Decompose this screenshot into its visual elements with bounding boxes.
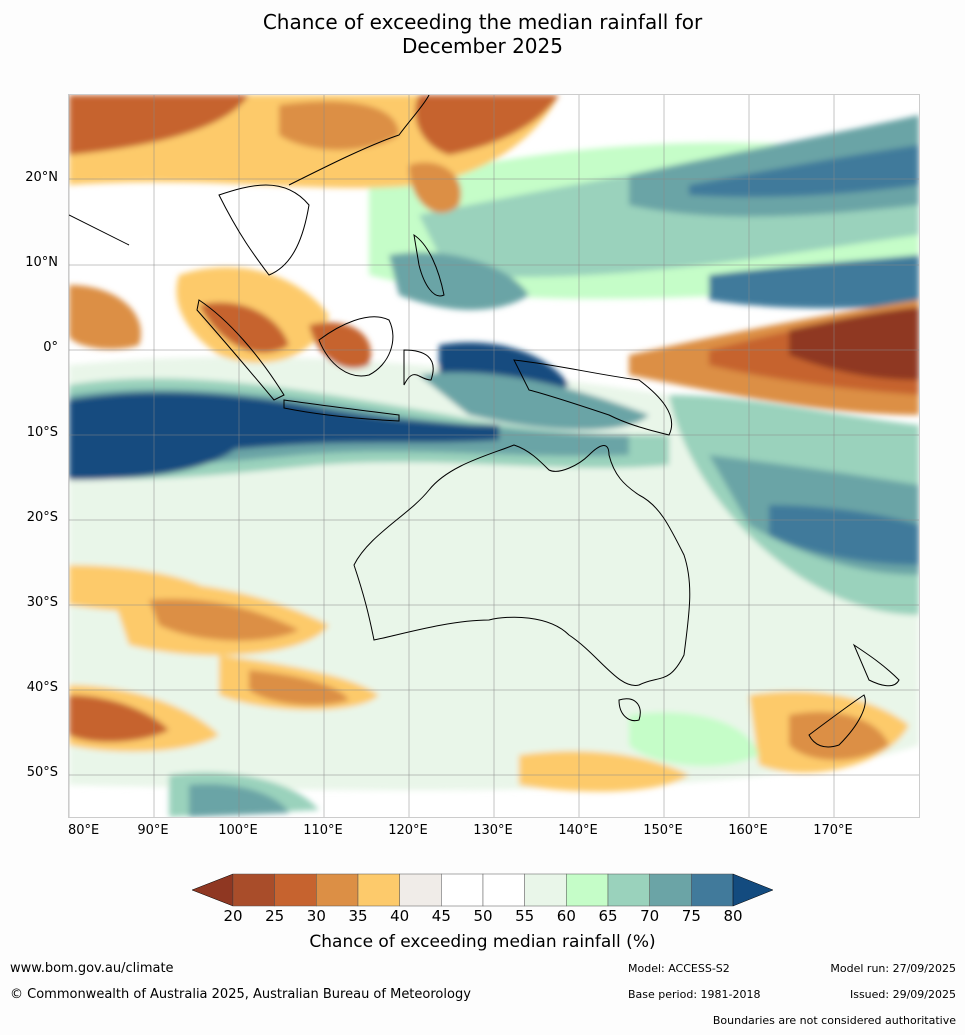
india-coast (69, 214, 130, 246)
colorbar (192, 873, 774, 907)
graticule (69, 95, 919, 817)
indochina-coast (218, 184, 310, 276)
colorbar-cell (566, 873, 609, 907)
colorbar-tick-label: 35 (348, 907, 368, 925)
title-line-1: Chance of exceeding the median rainfall … (262, 10, 703, 34)
lat-label-0: 0° (43, 340, 58, 355)
coastlines (69, 95, 900, 748)
borneo-coast (318, 316, 394, 377)
lon-label-120e: 120°E (388, 823, 428, 838)
lon-label-80e: 80°E (68, 823, 100, 838)
footer-copyright: © Commonwealth of Australia 2025, Austra… (10, 987, 471, 1002)
tasmania-coast (618, 698, 641, 722)
lat-label-20s: 20°S (26, 510, 58, 525)
lat-label-10n: 10°N (25, 255, 58, 270)
sumatra-coast (196, 299, 285, 401)
new-guinea-coast (513, 359, 673, 436)
colorbar-cell (482, 873, 525, 907)
lat-label-40s: 40°S (26, 680, 58, 695)
lon-label-100e: 100°E (218, 823, 258, 838)
nz-south-coast (808, 694, 866, 748)
rainfall-map (68, 94, 920, 818)
colorbar-cell (524, 873, 567, 907)
colorbar-tick-label: 80 (723, 907, 743, 925)
colorbar-tick-label: 30 (306, 907, 326, 925)
colorbar-tick-label: 65 (598, 907, 618, 925)
lon-label-170e: 170°E (813, 823, 853, 838)
colorbar-tick-label: 50 (473, 907, 493, 925)
colorbar-cells (232, 873, 734, 907)
lon-label-140e: 140°E (558, 823, 598, 838)
china-coast (288, 95, 430, 186)
australia-coast (353, 444, 691, 686)
footer-model: Model: ACCESS-S2 (628, 962, 730, 975)
java-coast (283, 399, 400, 422)
colorbar-cell (399, 873, 442, 907)
colorbar-tick-label: 40 (390, 907, 410, 925)
lon-label-160e: 160°E (728, 823, 768, 838)
lat-label-20n: 20°N (25, 170, 58, 185)
title-line-2: December 2025 (402, 34, 563, 58)
colorbar-tick-label: 60 (556, 907, 576, 925)
colorbar-cell (691, 873, 734, 907)
lon-label-150e: 150°E (643, 823, 683, 838)
colorbar-tick-label: 45 (431, 907, 451, 925)
colorbar-tick-label: 75 (681, 907, 701, 925)
colorbar-cell (232, 873, 275, 907)
footer-disclaimer: Boundaries are not considered authoritat… (712, 1014, 956, 1027)
footer-url[interactable]: www.bom.gov.au/climate (10, 961, 174, 976)
lat-label-30s: 30°S (26, 595, 58, 610)
footer-base-period: Base period: 1981-2018 (628, 988, 761, 1001)
sulawesi-coast (403, 349, 434, 386)
colorbar-over-arrow (732, 873, 774, 907)
philippines-coast (413, 233, 445, 297)
footer-model-run: Model run: 27/09/2025 (830, 962, 956, 975)
colorbar-tick-label: 25 (265, 907, 285, 925)
colorbar-tick-label: 70 (640, 907, 660, 925)
colorbar-cell (607, 873, 650, 907)
colorbar-label: Chance of exceeding median rainfall (%) (309, 932, 656, 952)
nz-north-coast (852, 643, 900, 687)
map-svg (69, 95, 919, 817)
lon-label-110e: 110°E (303, 823, 343, 838)
lon-label-130e: 130°E (473, 823, 513, 838)
lat-label-10s: 10°S (26, 425, 58, 440)
colorbar-cell (441, 873, 484, 907)
colorbar-cell (316, 873, 359, 907)
colorbar-cell (274, 873, 317, 907)
colorbar-tick-label: 20 (223, 907, 243, 925)
lon-label-90e: 90°E (137, 823, 169, 838)
colorbar-cell (357, 873, 400, 907)
colorbar-tick-label: 55 (515, 907, 535, 925)
map-title: Chance of exceeding the median rainfall … (0, 10, 965, 58)
colorbar-under-arrow (192, 873, 234, 907)
colorbar-cell (649, 873, 692, 907)
footer-issued: Issued: 29/09/2025 (849, 988, 956, 1001)
lat-label-50s: 50°S (26, 765, 58, 780)
